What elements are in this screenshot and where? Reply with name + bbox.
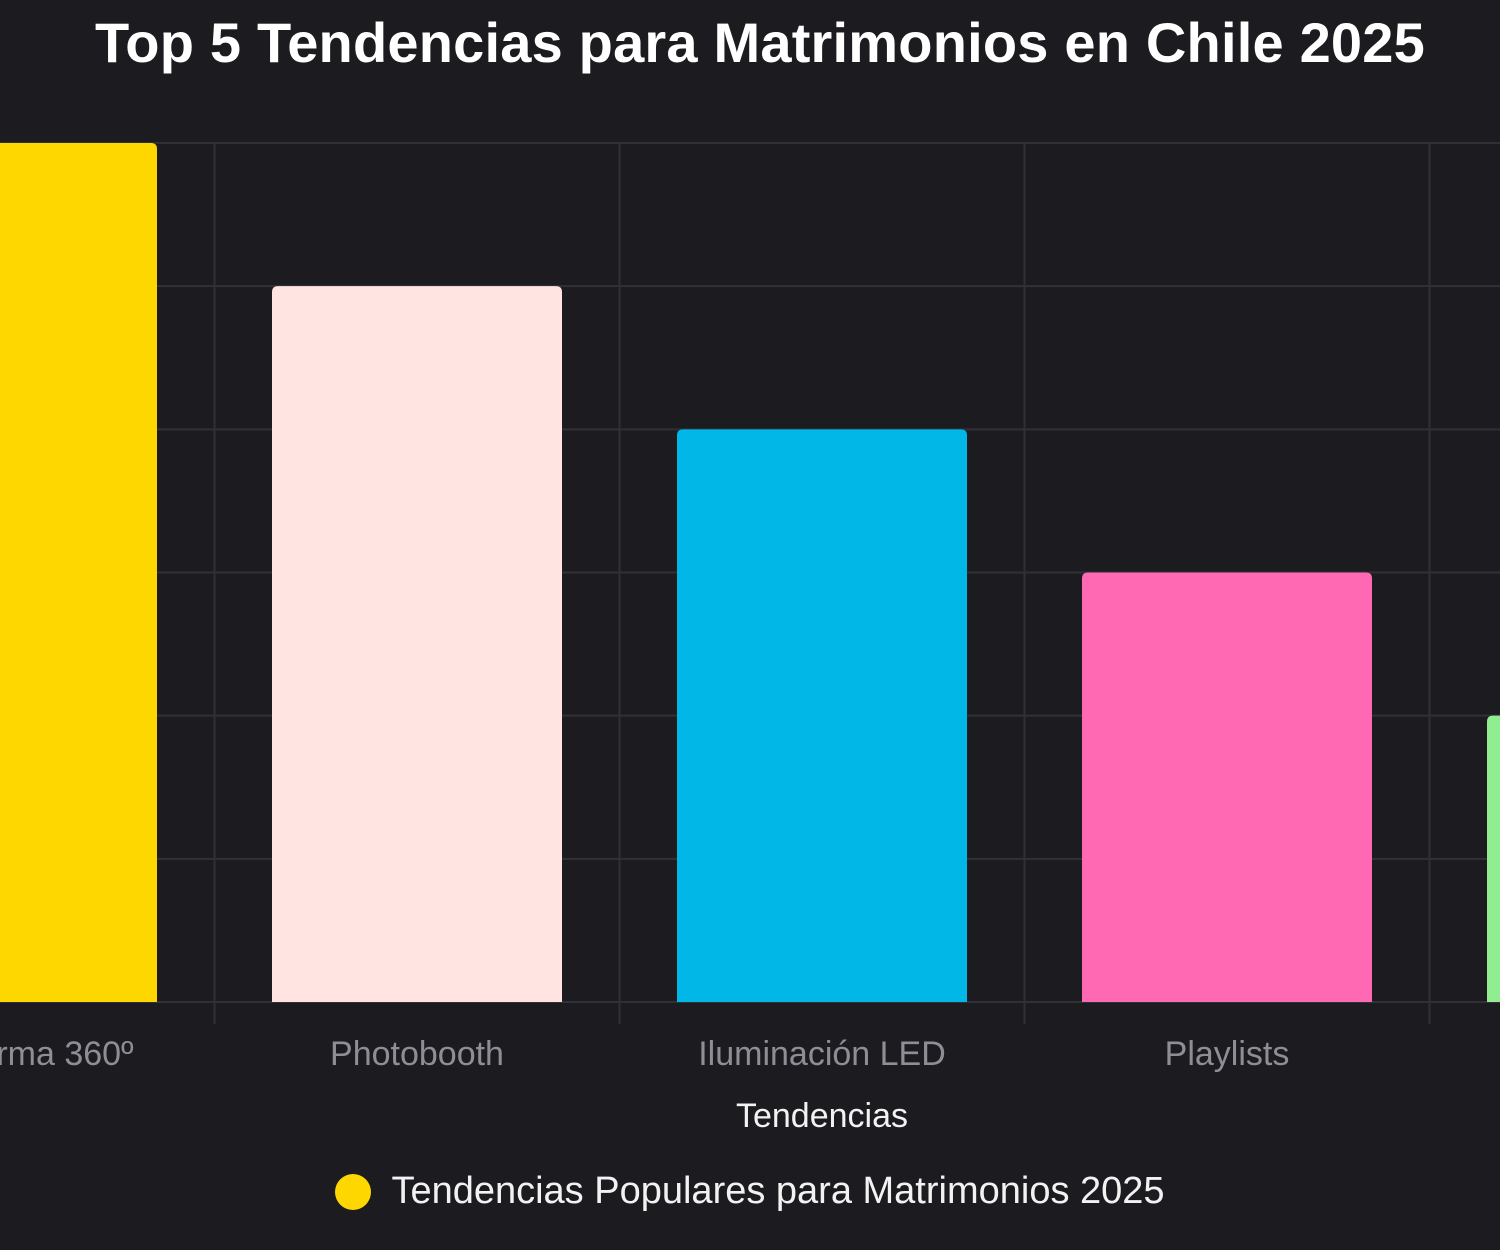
bar-chart: Plataforma 360º Photobooth Iluminación LED… bbox=[0, 142, 1500, 1135]
legend[interactable]: Tendencias Populares para Matrimonios 20… bbox=[0, 1170, 1500, 1213]
x-tick-labels: Plataforma 360º Photobooth Iluminación LED… bbox=[0, 1035, 1290, 1073]
bar[interactable] bbox=[1487, 715, 1500, 1002]
bar[interactable] bbox=[677, 429, 967, 1002]
bars bbox=[0, 143, 1500, 1003]
x-tick-label: Plataforma 360º bbox=[0, 1035, 134, 1073]
x-tick-label: Photobooth bbox=[330, 1035, 504, 1073]
bar[interactable] bbox=[0, 143, 157, 1002]
legend-label: Tendencias Populares para Matrimonios 20… bbox=[391, 1170, 1165, 1212]
bar[interactable] bbox=[1082, 572, 1372, 1003]
x-tick-label: Playlists bbox=[1165, 1035, 1290, 1073]
x-axis-title: Tendencias bbox=[736, 1097, 908, 1135]
x-tick-label: Iluminación LED bbox=[698, 1035, 946, 1073]
chart-title: Top 5 Tendencias para Matrimonios en Chi… bbox=[95, 11, 1425, 74]
legend-swatch bbox=[335, 1173, 372, 1210]
bar[interactable] bbox=[272, 286, 562, 1003]
